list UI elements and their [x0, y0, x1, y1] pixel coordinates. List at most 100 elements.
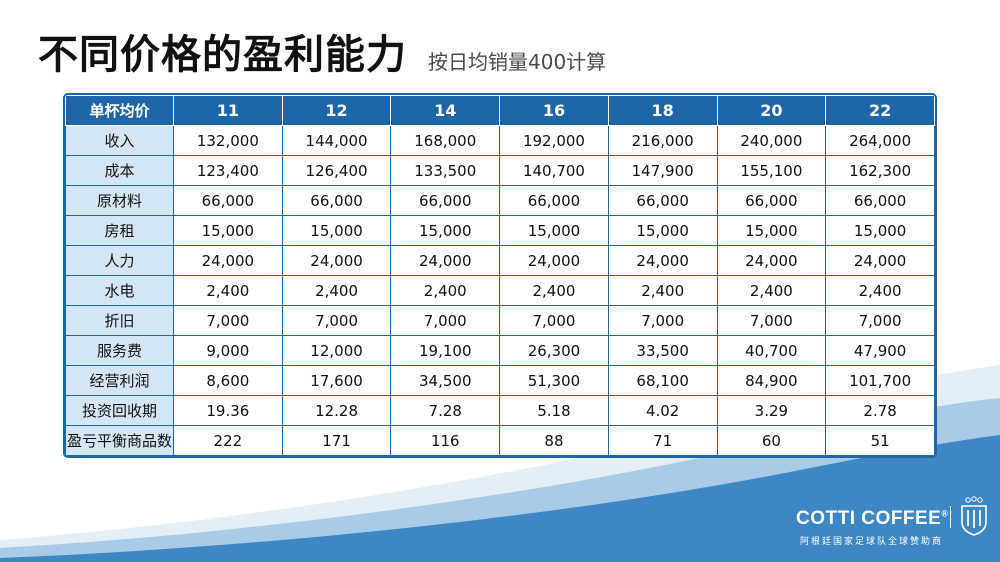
column-header: 20 [716, 95, 827, 126]
table-cell: 264,000 [825, 125, 935, 156]
table-body: 收入 132,000 144,000 168,000 192,000 216,000 240… [65, 125, 935, 456]
table-cell: 8,600 [173, 365, 283, 396]
table-cell: 147,900 [607, 155, 718, 186]
table-cell: 66,000 [173, 185, 283, 216]
table-cell: 24,000 [173, 245, 283, 276]
row-label: 原材料 [65, 185, 174, 216]
table-cell: 12,000 [281, 335, 392, 366]
table-cell: 51,300 [499, 365, 609, 396]
table-row: 折旧 7,000 7,000 7,000 7,000 7,000 7,000 7,000 [65, 305, 935, 336]
row-label: 水电 [65, 275, 174, 306]
table-cell: 7,000 [607, 305, 718, 336]
table-cell: 101,700 [825, 365, 935, 396]
table-cell: 155,100 [716, 155, 827, 186]
table-cell: 15,000 [607, 215, 718, 246]
table-cell: 192,000 [499, 125, 609, 156]
table-cell: 126,400 [281, 155, 392, 186]
table-cell: 240,000 [716, 125, 827, 156]
table-cell: 7.28 [390, 395, 501, 426]
row-label: 收入 [65, 125, 174, 156]
table-cell: 66,000 [390, 185, 501, 216]
table-cell: 171 [281, 425, 392, 456]
page-title: 不同价格的盈利能力 [38, 32, 407, 78]
table-cell: 71 [607, 425, 718, 456]
table-cell: 4.02 [607, 395, 718, 426]
table-cell: 7,000 [281, 305, 392, 336]
table-cell: 116 [390, 425, 501, 456]
table-cell: 66,000 [499, 185, 609, 216]
table-cell: 34,500 [390, 365, 501, 396]
table-cell: 66,000 [607, 185, 718, 216]
table-row: 成本 123,400 126,400 133,500 140,700 147,900 155… [65, 155, 935, 186]
brand-divider [950, 506, 951, 528]
row-label: 服务费 [65, 335, 174, 366]
table-cell: 26,300 [499, 335, 609, 366]
header-corner: 单杯均价 [65, 95, 174, 126]
table-cell: 51 [825, 425, 935, 456]
table-cell: 88 [499, 425, 609, 456]
table-cell: 15,000 [499, 215, 609, 246]
table-cell: 68,100 [607, 365, 718, 396]
table-cell: 66,000 [281, 185, 392, 216]
table-cell: 7,000 [825, 305, 935, 336]
table-cell: 17,600 [281, 365, 392, 396]
table-row: 收入 132,000 144,000 168,000 192,000 216,000 240… [65, 125, 935, 156]
table-cell: 15,000 [173, 215, 283, 246]
table-cell: 15,000 [716, 215, 827, 246]
row-label: 经营利润 [65, 365, 174, 396]
table-cell: 222 [173, 425, 283, 456]
table-cell: 33,500 [607, 335, 718, 366]
table-cell: 2,400 [499, 275, 609, 306]
table-cell: 40,700 [716, 335, 827, 366]
brand-logo-text: COTTI COFFEE® [796, 508, 948, 530]
column-header: 22 [825, 95, 935, 126]
table-cell: 84,900 [716, 365, 827, 396]
table-cell: 12.28 [281, 395, 392, 426]
table-cell: 2,400 [825, 275, 935, 306]
table-cell: 15,000 [281, 215, 392, 246]
table-cell: 7,000 [499, 305, 609, 336]
table-cell: 24,000 [390, 245, 501, 276]
table-cell: 3.29 [716, 395, 827, 426]
brand-name: COTTI COFFEE [796, 508, 942, 529]
row-label: 人力 [65, 245, 174, 276]
table-cell: 2,400 [607, 275, 718, 306]
row-label: 投资回收期 [65, 395, 174, 426]
table-cell: 2,400 [173, 275, 283, 306]
table-header-row: 单杯均价 11 12 14 16 18 20 22 [65, 95, 935, 126]
brand-registered-mark: ® [941, 508, 949, 519]
column-header: 11 [173, 95, 283, 126]
table-cell: 15,000 [390, 215, 501, 246]
row-label: 折旧 [65, 305, 174, 336]
brand-tagline: 阿根廷国家足球队全球赞助商 [800, 537, 944, 547]
table-cell: 2,400 [281, 275, 392, 306]
table-cell: 132,000 [173, 125, 283, 156]
row-label: 盈亏平衡商品数 [65, 425, 174, 456]
table-cell: 7,000 [716, 305, 827, 336]
table-cell: 5.18 [499, 395, 609, 426]
column-header: 18 [607, 95, 718, 126]
page-subtitle: 按日均销量400计算 [428, 50, 607, 74]
profitability-table: 单杯均价 11 12 14 16 18 20 22 收入 132,000 144,0… [63, 93, 937, 458]
table-cell: 133,500 [390, 155, 501, 186]
table-row: 房租 15,000 15,000 15,000 15,000 15,000 15,000 15… [65, 215, 935, 246]
table-cell: 2,400 [390, 275, 501, 306]
table-cell: 162,300 [825, 155, 935, 186]
table-cell: 144,000 [281, 125, 392, 156]
row-label: 房租 [65, 215, 174, 246]
table-row: 人力 24,000 24,000 24,000 24,000 24,000 24,000 24… [65, 245, 935, 276]
table-cell: 24,000 [281, 245, 392, 276]
table-cell: 2,400 [716, 275, 827, 306]
table-cell: 60 [716, 425, 827, 456]
table-row: 原材料 66,000 66,000 66,000 66,000 66,000 66,000 6… [65, 185, 935, 216]
table-cell: 7,000 [173, 305, 283, 336]
table-row: 水电 2,400 2,400 2,400 2,400 2,400 2,400 2,400 [65, 275, 935, 306]
table-cell: 216,000 [607, 125, 718, 156]
afa-crest-icon [961, 496, 987, 536]
table-row: 投资回收期 19.36 12.28 7.28 5.18 4.02 3.29 2.78 [65, 395, 935, 426]
table-cell: 24,000 [716, 245, 827, 276]
row-label: 成本 [65, 155, 174, 186]
table-cell: 24,000 [825, 245, 935, 276]
column-header: 12 [281, 95, 392, 126]
table-cell: 9,000 [173, 335, 283, 366]
